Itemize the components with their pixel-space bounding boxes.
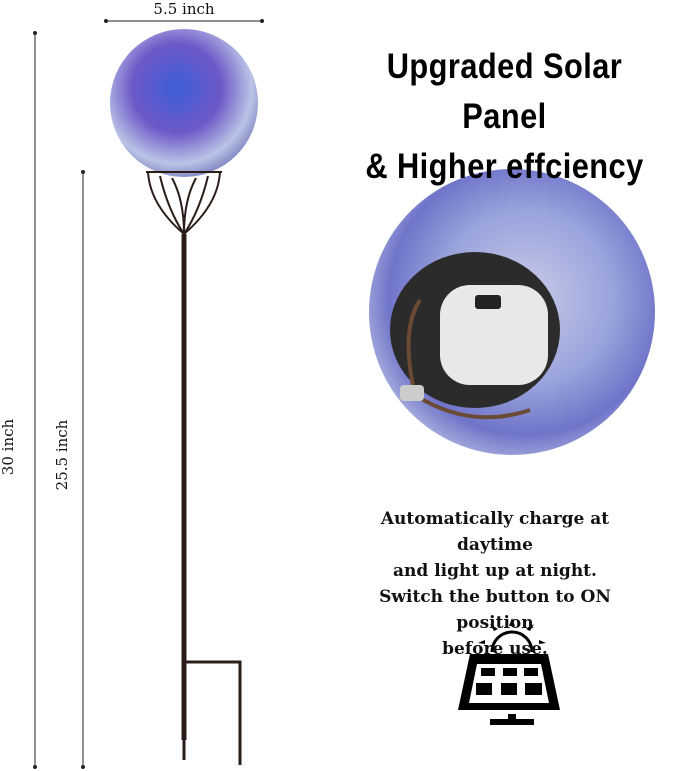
width-label: 5.5 inch bbox=[153, 0, 215, 18]
description: Automatically charge at daytime and ligh… bbox=[340, 506, 650, 662]
sun-icon bbox=[478, 618, 546, 653]
stake-height-label: 25.5 inch bbox=[53, 419, 71, 491]
heading: Upgraded Solar Panel & Higher effciency bbox=[351, 42, 658, 192]
description-line-4: before use. bbox=[442, 639, 548, 659]
heading-line-1: Upgraded Solar Panel bbox=[386, 47, 623, 136]
globe-holder bbox=[146, 171, 222, 236]
description-line-1: Automatically charge at daytime bbox=[380, 509, 610, 555]
heading-line-2: & Higher effciency bbox=[365, 147, 644, 186]
description-line-3: Switch the button to ON position bbox=[379, 587, 611, 633]
solar-module bbox=[440, 285, 548, 385]
wire-clip bbox=[400, 385, 424, 401]
total-height-label: 30 inch bbox=[0, 418, 17, 476]
power-switch bbox=[475, 295, 501, 309]
description-line-2: and light up at night. bbox=[393, 561, 597, 581]
mosaic-globe bbox=[110, 29, 258, 177]
width-dimension-line bbox=[104, 19, 264, 23]
solar-panel-icon bbox=[458, 618, 560, 725]
height-dimension-lines bbox=[33, 31, 85, 769]
stake bbox=[181, 234, 242, 765]
